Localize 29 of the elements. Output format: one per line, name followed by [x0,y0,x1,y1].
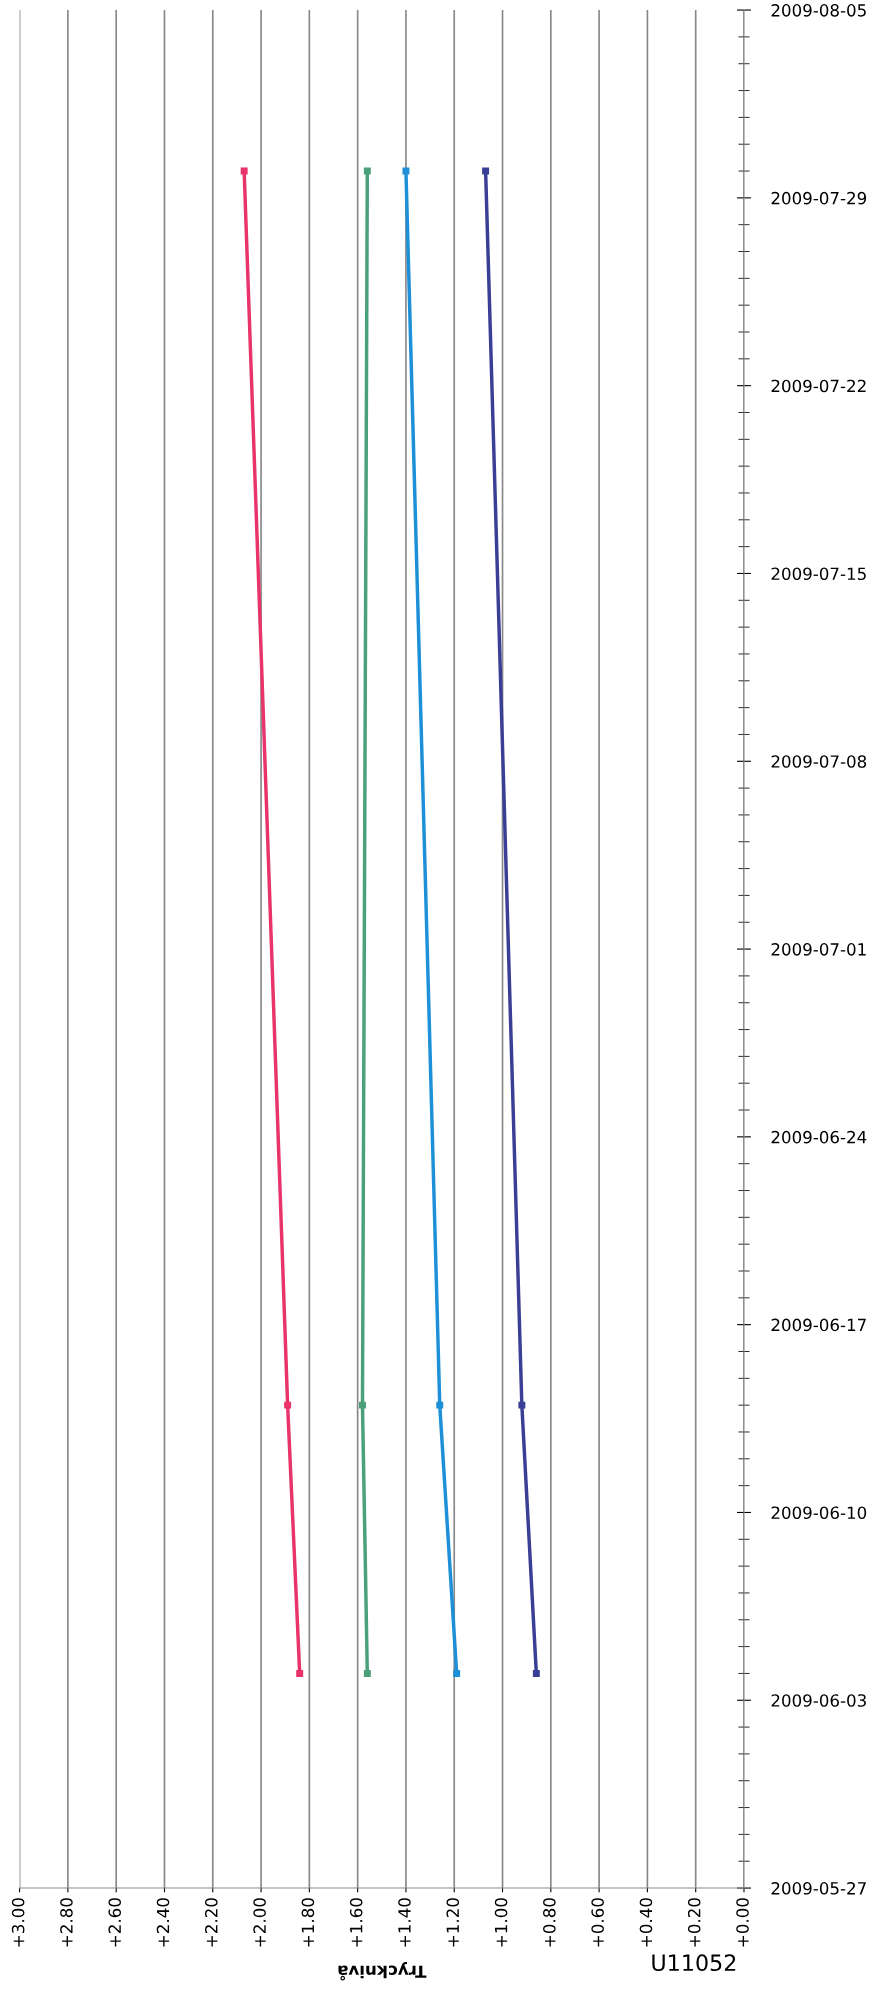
x-tick-label: +1.00 [494,1898,508,1947]
x-tick-label: +2.40 [156,1898,170,1947]
y-tick-label: 2009-08-05 [771,4,866,17]
y-tick-label: 2009-06-24 [771,1130,867,1144]
x-tick-label: +1.20 [446,1898,460,1947]
x-tick-label: +0.00 [736,1898,749,1947]
x-tick-label: +0.60 [591,1898,604,1947]
x-tick-label: +0.40 [639,1898,653,1947]
x-tick-label: +2.80 [60,1898,73,1947]
text: U11052 [652,1954,736,1972]
y-tick-label: 2009-05-27 [771,1882,866,1895]
x-tick-label: +1.80 [301,1898,315,1947]
y-tick-label: 2009-06-03 [771,1694,866,1707]
x-tick-label: +1.40 [398,1898,411,1947]
y-tick-label: 2009-07-01 [771,943,866,956]
y-tick-label: 2009-07-15 [771,567,866,581]
x-tick-label: +1.60 [349,1898,363,1947]
y-tick-label: 2009-06-17 [771,1318,866,1332]
x-tick-label: +3.00 [11,1898,25,1947]
x-tick-label: +2.60 [108,1898,122,1947]
x-tick-label: +0.20 [687,1898,701,1947]
x-tick-label: +2.20 [205,1898,218,1947]
x-tick-label: +0.80 [543,1898,556,1947]
y-tick-label: 2009-07-22 [771,379,866,393]
y-tick-label: 2009-07-08 [771,755,867,768]
y-tick-label: 2009-06-10 [771,1506,867,1520]
y-tick-label: 2009-07-29 [771,191,867,205]
x-axis-title: Trycknivå [338,1962,427,1981]
x-tick-label: +2.00 [253,1898,266,1947]
